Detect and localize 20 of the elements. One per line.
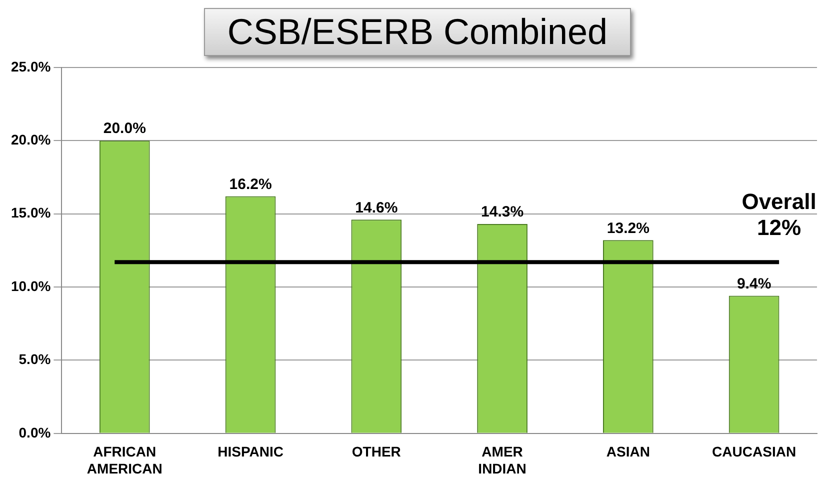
- data-label: 13.2%: [606, 220, 650, 237]
- x-tick-label: CAUCASIAN: [712, 444, 796, 460]
- data-label: 14.6%: [355, 199, 398, 216]
- x-tick-label: ASIAN: [606, 444, 650, 460]
- x-tick-label: AFRICAN AMERICAN: [86, 444, 162, 476]
- y-tick-label: 10.0%: [10, 278, 52, 294]
- x-tick-label: OTHER: [352, 444, 401, 460]
- y-tick-label: 0.0%: [18, 424, 52, 440]
- data-label: 16.2%: [229, 176, 272, 193]
- x-tick-label: HISPANIC: [218, 444, 284, 460]
- data-label: 9.4%: [736, 275, 772, 292]
- data-label: 14.3%: [481, 204, 524, 221]
- ref-line-label: Overall 12%: [742, 189, 816, 240]
- data-label: 20.0%: [103, 120, 146, 138]
- chart-title: CSB/ESERB Combined: [204, 8, 631, 56]
- y-tick-label: 25.0%: [10, 58, 52, 74]
- y-tick-label: 15.0%: [10, 204, 52, 221]
- y-tick-label: 20.0%: [10, 131, 52, 148]
- y-tick-label: 5.0%: [18, 351, 52, 368]
- x-tick-label: AMER INDIAN: [478, 444, 526, 476]
